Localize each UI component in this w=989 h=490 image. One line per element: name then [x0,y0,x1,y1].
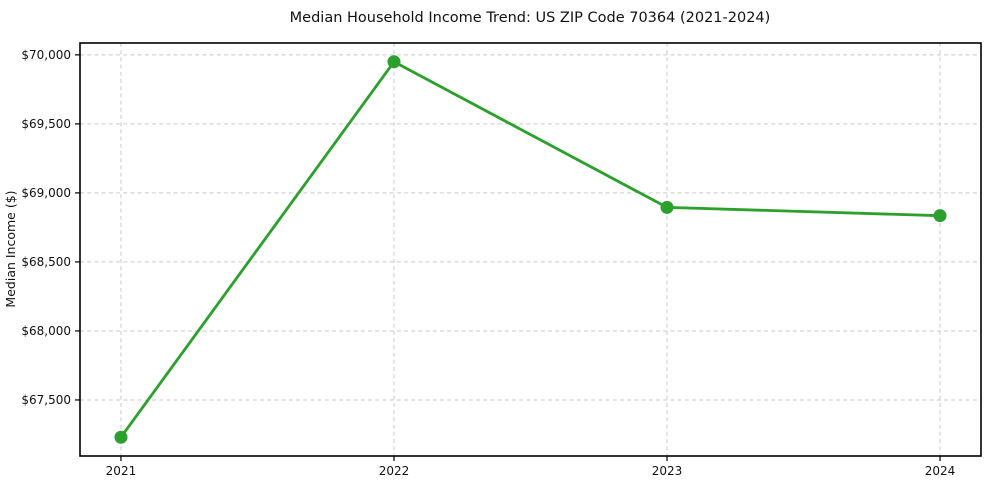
axis-layer: $67,500 $68,000 $68,500 $69,000 $69,500 $70,0… [21,42,982,478]
y-axis-label: Median Income ($) [3,190,18,307]
y-tick-label: $67,500 [21,393,71,407]
y-tick-label: $69,500 [21,117,71,131]
data-point-2022 [387,55,401,69]
x-tick-label-2021: 2021 [106,464,137,478]
data-point-2023 [660,200,674,214]
series-layer [114,55,947,444]
series-line-median-household-income [119,60,942,439]
plot-border [79,42,982,457]
x-tick-label-2022: 2022 [379,464,410,478]
x-tick-label-2023: 2023 [652,464,683,478]
y-tick-label: $68,000 [21,324,71,338]
data-point-2024 [933,209,947,223]
y-tick-label: $68,500 [21,255,71,269]
data-point-2021 [114,430,128,444]
y-tick-label: $70,000 [21,48,71,62]
y-tick-label: $69,000 [21,186,71,200]
chart-title: Median Household Income Trend: US ZIP Co… [290,10,771,26]
grid-layer [80,43,981,456]
x-tick-label-2024: 2024 [925,464,956,478]
